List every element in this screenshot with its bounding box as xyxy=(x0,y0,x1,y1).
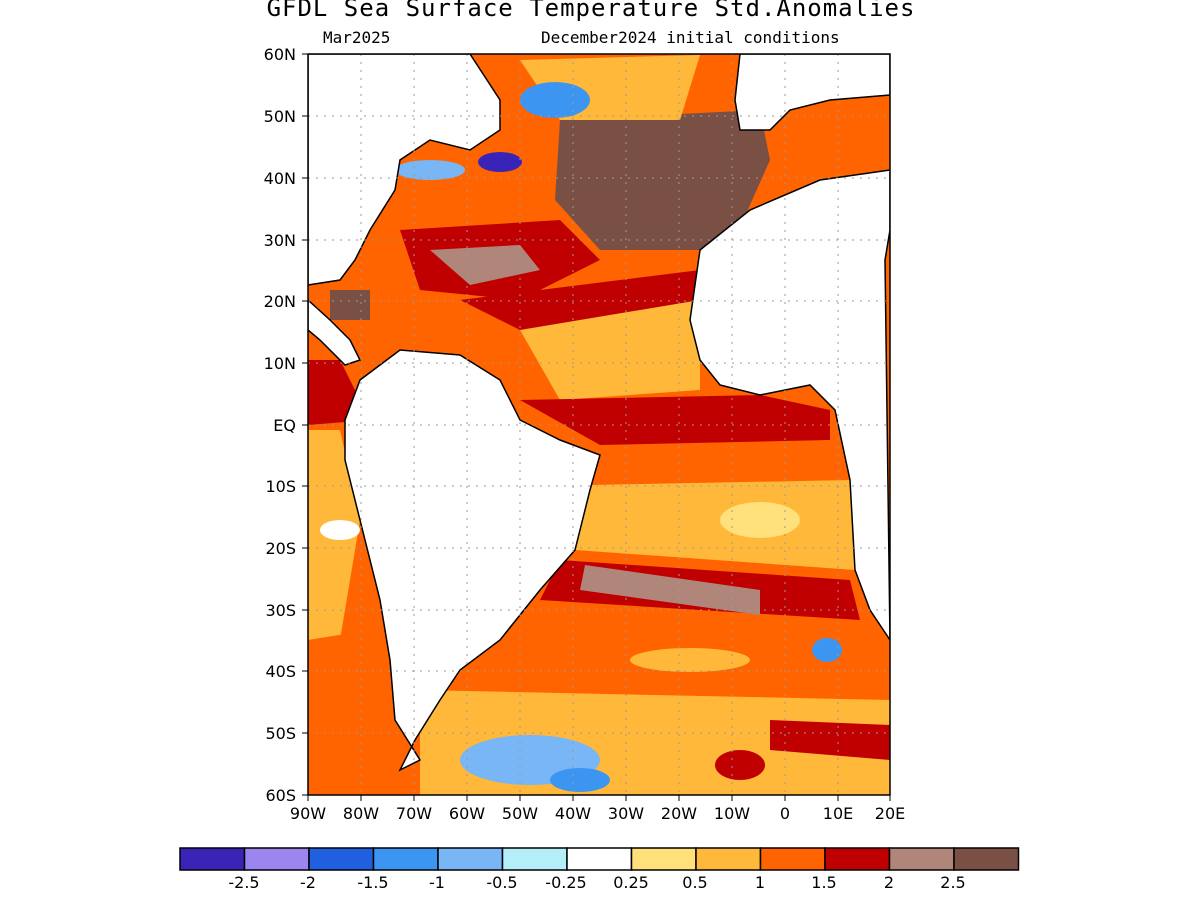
cold-patch xyxy=(812,638,842,662)
europe xyxy=(734,54,890,131)
colorbar-swatch xyxy=(824,847,891,871)
lat-label: 40S xyxy=(265,662,296,681)
warm-patch xyxy=(715,750,765,780)
lon-label: 90W xyxy=(289,804,327,823)
colorbar-label: 1 xyxy=(754,873,766,892)
colorbar-label: 2 xyxy=(883,873,895,892)
colorbar-swatch xyxy=(308,847,375,871)
warm-patch xyxy=(308,630,380,795)
tick-marks xyxy=(302,53,891,801)
cold-patch xyxy=(395,160,465,180)
north-america xyxy=(308,54,501,286)
warm-patch xyxy=(520,395,830,445)
colorbar-swatch xyxy=(566,847,633,871)
cold-patch xyxy=(550,768,610,792)
colorbar-label: -0.25 xyxy=(545,873,587,892)
lat-label: 20N xyxy=(263,292,296,311)
lat-label: 10S xyxy=(265,477,296,496)
cold-patch xyxy=(478,152,522,172)
neutral-patch xyxy=(320,520,360,540)
colorbar-swatch xyxy=(501,847,568,871)
colorbar-swatch xyxy=(437,847,504,871)
colorbar-swatch xyxy=(179,847,246,871)
colorbar-label: -2 xyxy=(300,873,316,892)
land-mask xyxy=(308,54,890,772)
lon-label: 10E xyxy=(822,804,854,823)
mild-patch xyxy=(720,502,800,538)
colorbar-label: 0.25 xyxy=(613,873,649,892)
lat-label: 60N xyxy=(263,45,296,64)
colorbar-swatch xyxy=(888,847,955,871)
lat-label: 50S xyxy=(265,724,296,743)
lat-label: EQ xyxy=(273,416,296,435)
moderate-patch xyxy=(630,648,750,672)
colorbar-label: 1.5 xyxy=(811,873,837,892)
colorbar-swatch xyxy=(372,847,439,871)
colorbar-label: 0.5 xyxy=(682,873,708,892)
lon-label: 60W xyxy=(448,804,486,823)
gridlines xyxy=(308,54,890,795)
colorbar-swatch xyxy=(630,847,697,871)
africa xyxy=(689,169,890,642)
lon-label: 20W xyxy=(660,804,698,823)
warm-patch xyxy=(770,720,890,760)
warm-patch xyxy=(330,290,370,320)
cold-patch xyxy=(520,82,590,118)
warm-patch xyxy=(430,245,540,285)
central-america xyxy=(308,298,362,366)
warm-patch xyxy=(555,110,770,250)
lon-label: 50W xyxy=(501,804,539,823)
colorbar-swatch xyxy=(243,847,310,871)
colorbar-swatch xyxy=(695,847,762,871)
lat-label: 10N xyxy=(263,354,296,373)
colorbar-swatch xyxy=(953,847,1020,871)
forecast-month: Mar2025 xyxy=(323,28,391,47)
lon-label: 20E xyxy=(874,804,906,823)
lon-label: 30W xyxy=(607,804,645,823)
warm-patch xyxy=(580,565,760,615)
colorbar-swatch xyxy=(759,847,826,871)
map-title: GFDL Sea Surface Temperature Std.Anomali… xyxy=(266,0,916,22)
colorbar-label: 2.5 xyxy=(940,873,966,892)
moderate-patch xyxy=(520,300,700,400)
lon-label: 0 xyxy=(779,804,791,823)
colorbar xyxy=(179,847,1020,871)
colorbar-label: -1 xyxy=(429,873,445,892)
lon-label: 40W xyxy=(554,804,592,823)
lon-label: 10W xyxy=(713,804,751,823)
lon-label: 80W xyxy=(342,804,380,823)
initial-conditions: December2024 initial conditions xyxy=(541,28,840,47)
lat-label: 60S xyxy=(265,786,296,805)
colorbar-label: -2.5 xyxy=(228,873,260,892)
lat-label: 50N xyxy=(263,107,296,126)
lat-label: 20S xyxy=(265,539,296,558)
anomaly-field xyxy=(308,54,890,795)
lat-label: 30N xyxy=(263,231,296,250)
south-america xyxy=(344,349,601,772)
lat-label: 30S xyxy=(265,601,296,620)
colorbar-label: -1.5 xyxy=(357,873,389,892)
lat-label: 40N xyxy=(263,169,296,188)
lon-label: 70W xyxy=(395,804,433,823)
warm-patch xyxy=(600,440,850,480)
colorbar-label: -0.5 xyxy=(486,873,518,892)
